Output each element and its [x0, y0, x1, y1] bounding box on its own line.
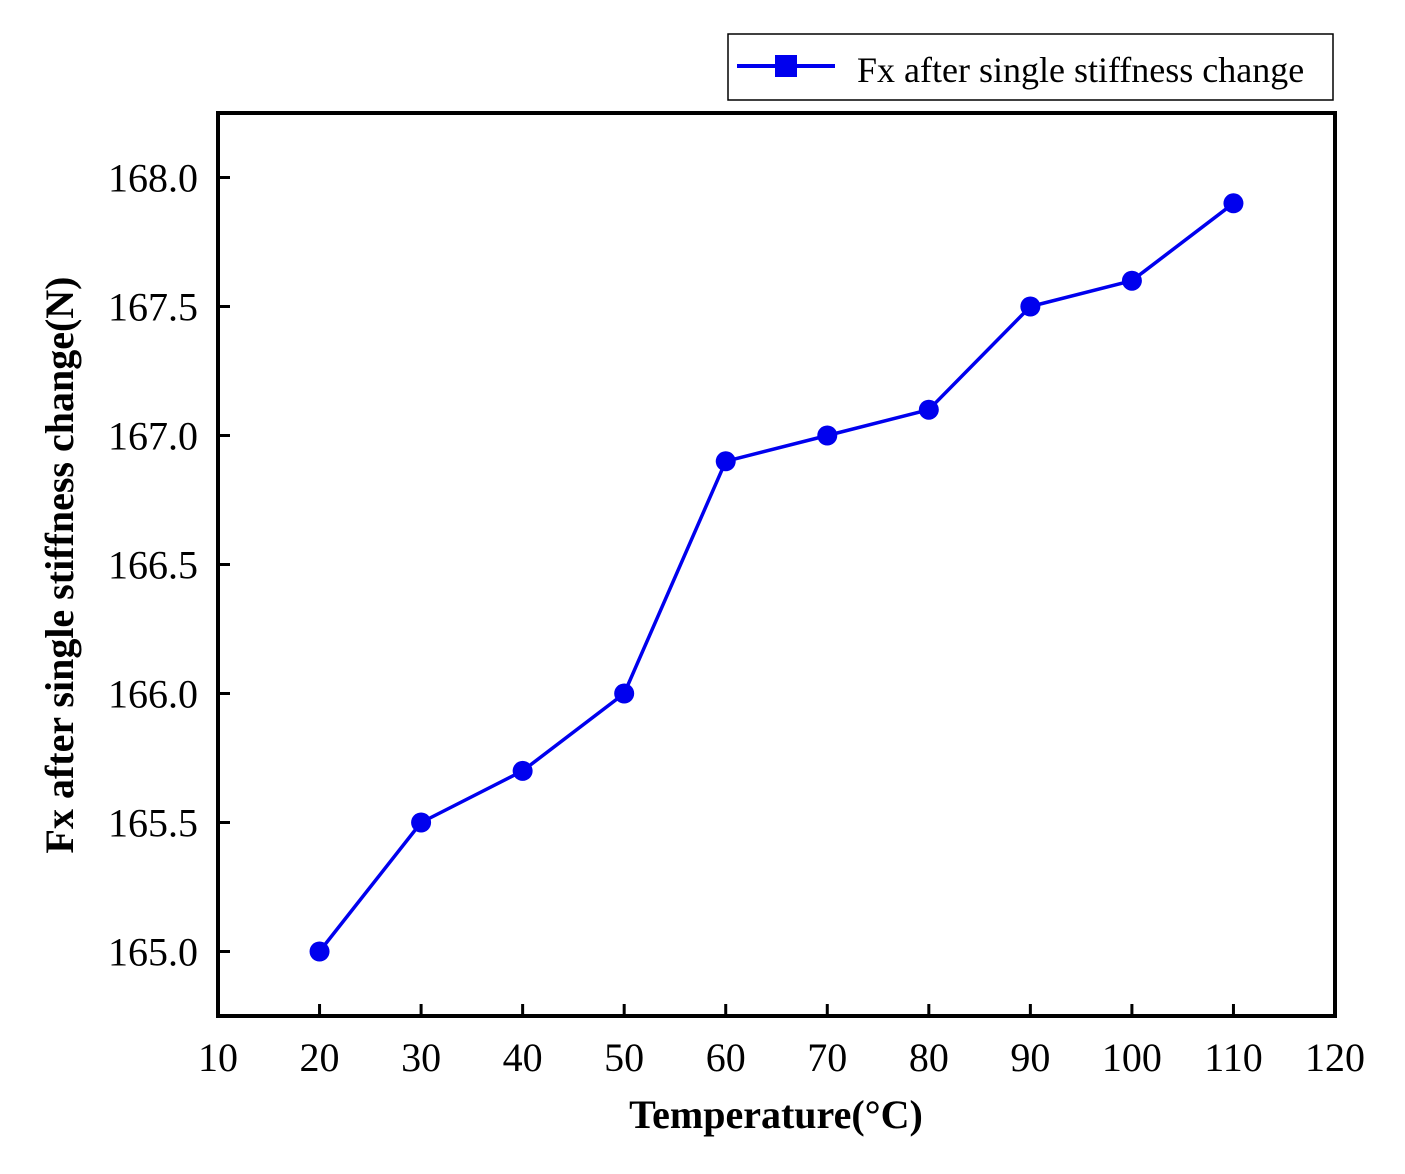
x-tick-label: 10 [198, 1035, 238, 1080]
y-tick-label: 167.0 [108, 414, 198, 459]
series-layer [309, 193, 1244, 962]
legend-label: Fx after single stiffness change [857, 50, 1304, 90]
data-point [918, 399, 939, 420]
x-tick-label: 60 [706, 1035, 746, 1080]
y-tick-label: 165.5 [108, 801, 198, 846]
x-tick-label: 30 [401, 1035, 441, 1080]
data-point [614, 683, 635, 704]
x-axis-title: Temperature(°C) [629, 1092, 923, 1137]
x-tick-label: 90 [1010, 1035, 1050, 1080]
x-tick-label: 100 [1102, 1035, 1162, 1080]
y-tick-label: 167.5 [108, 285, 198, 330]
data-point [1020, 296, 1041, 317]
x-axis-ticks: 10 20 30 40 50 60 70 80 90 100 110 120 [198, 1004, 1365, 1080]
legend: Fx after single stiffness change [727, 33, 1334, 101]
data-point [1121, 270, 1142, 291]
legend-square-marker [775, 55, 797, 77]
series-line [318, 201, 1235, 953]
y-tick-label: 168.0 [108, 156, 198, 201]
x-tick-label: 20 [300, 1035, 340, 1080]
y-tick-label: 165.0 [108, 930, 198, 975]
y-tick-label: 166.0 [108, 672, 198, 717]
x-tick-label: 40 [503, 1035, 543, 1080]
x-tick-label: 70 [807, 1035, 847, 1080]
x-tick-label: 80 [909, 1035, 949, 1080]
y-tick-label: 166.5 [108, 543, 198, 588]
data-point [411, 812, 432, 833]
x-tick-label: 50 [604, 1035, 644, 1080]
y-axis-title: Fx after single stiffness change(N) [37, 277, 82, 854]
plot-frame [216, 111, 1337, 1018]
data-point [512, 760, 533, 781]
data-point [1223, 193, 1244, 214]
data-point [715, 451, 736, 472]
x-tick-label: 120 [1305, 1035, 1365, 1080]
data-point [817, 425, 838, 446]
y-axis-ticks: 165.0 165.5 166.0 166.5 167.0 167.5 168.0 [108, 156, 230, 975]
x-tick-label: 110 [1204, 1035, 1263, 1080]
data-point [309, 941, 330, 962]
